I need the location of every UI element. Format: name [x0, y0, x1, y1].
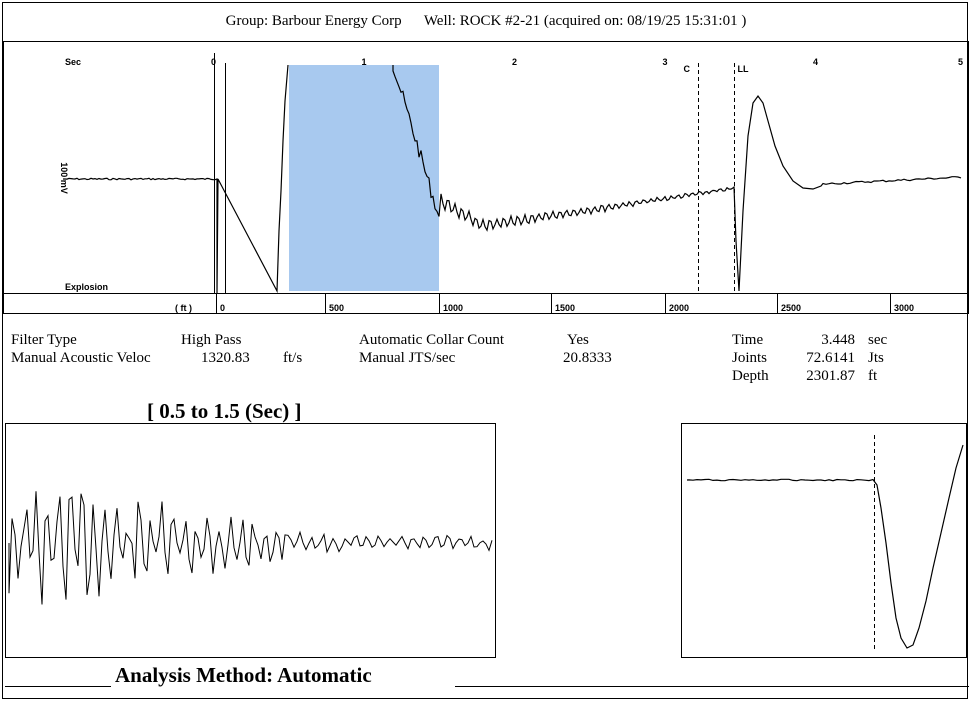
joints-unit: Jts	[868, 350, 884, 366]
collar-chart-border	[681, 423, 967, 658]
main-chart-border	[3, 41, 969, 314]
time-value: 3.448	[821, 332, 855, 348]
depth-tick-label: 2500	[781, 303, 801, 313]
analysis-method: Analysis Method: Automatic	[115, 663, 372, 687]
acoustic-velocity-value: 1320.83	[201, 350, 250, 366]
time-tick-label: 1	[362, 57, 367, 67]
main-trace-chart: 0 1 2 3 4 5 Sec 100 mV Explosion C LL 0 500 100…	[3, 41, 969, 314]
depth-label: Depth	[732, 368, 769, 384]
time-label: Time	[732, 332, 764, 348]
depth-tick-label: 500	[329, 303, 344, 313]
depth-tick-label: 0	[220, 303, 225, 313]
time-tick-label: 2	[512, 57, 517, 67]
well-label: Well:	[423, 13, 456, 29]
time-tick-label: 4	[813, 57, 818, 67]
depth-unit-label: ( ft )	[175, 303, 192, 313]
well-value: ROCK #2-21	[459, 13, 541, 29]
marker-ll-label: LL	[738, 64, 749, 74]
collar-trace-chart	[681, 423, 967, 658]
joints-value: 72.6141	[806, 350, 855, 366]
time-tick-label: 0	[211, 57, 216, 67]
report-header: Group: Barbour Energy Corp Well: ROCK #2…	[3, 13, 969, 30]
collar-trace-line	[686, 444, 964, 649]
acoustic-velocity-label: Manual Acoustic Veloc	[11, 350, 151, 366]
marker-c-label: C	[684, 64, 691, 74]
time-tick-label: 5	[958, 57, 963, 67]
group-label: Group:	[225, 13, 269, 29]
main-trace-line	[63, 64, 962, 294]
zoom-window-title: [ 0.5 to 1.5 (Sec) ]	[147, 399, 302, 423]
highlight-window[interactable]	[289, 65, 439, 291]
filter-type-label: Filter Type	[11, 332, 77, 348]
depth-tick-label: 1500	[555, 303, 575, 313]
group-value: Barbour Energy Corp	[271, 13, 402, 29]
zoom-trace-chart	[5, 423, 496, 658]
analysis-rule-right	[455, 686, 969, 687]
time-unit-label: Sec	[65, 57, 81, 67]
time-tick-labels: 0 1 2 3 4 5	[211, 57, 963, 67]
joints-label: Joints	[732, 350, 768, 366]
zoom-trace-line	[8, 491, 493, 605]
depth-unit: ft	[868, 368, 878, 384]
depth-tick-label: 2000	[669, 303, 689, 313]
jts-per-sec-label: Manual JTS/sec	[359, 350, 456, 366]
time-unit: sec	[868, 332, 888, 348]
filter-type-value: High Pass	[181, 332, 242, 348]
zoom-chart-border	[5, 423, 496, 658]
jts-per-sec-value: 20.8333	[563, 350, 612, 366]
depth-tick-label: 3000	[894, 303, 914, 313]
explosion-label: Explosion	[65, 282, 108, 292]
depth-tick-label: 1000	[443, 303, 463, 313]
depth-tick-marks: 0 500 1000 1500 2000 2500 3000	[216, 293, 914, 313]
y-axis-label: 100 mV	[59, 162, 69, 194]
acoustic-velocity-unit: ft/s	[283, 350, 303, 366]
collar-count-value: Yes	[567, 332, 589, 348]
time-tick-label: 3	[663, 57, 668, 67]
depth-value: 2301.87	[806, 368, 855, 384]
collar-count-label: Automatic Collar Count	[359, 332, 504, 348]
analysis-rule-left	[5, 686, 111, 687]
acquired-text: (acquired on: 08/19/25 15:31:01 )	[543, 13, 747, 29]
